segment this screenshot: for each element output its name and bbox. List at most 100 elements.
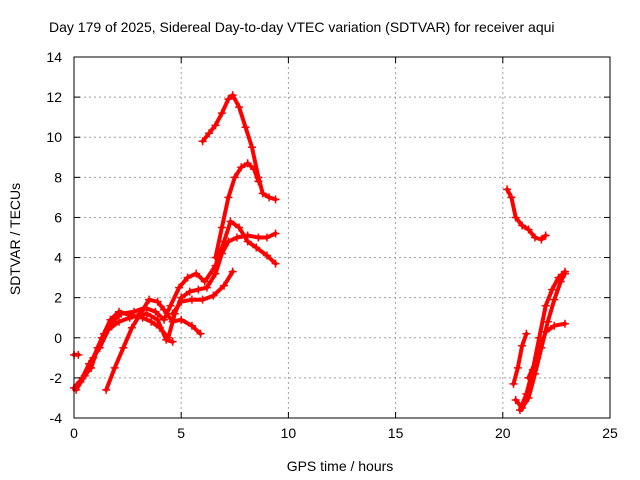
data-point [177,315,186,324]
series-trace [518,269,567,412]
data-point [127,323,136,332]
data-point [533,353,542,362]
data-point [271,229,280,238]
y-axis-label: SDTVAR / TECUs [7,183,23,295]
data-point [252,243,261,252]
data-points [70,91,569,414]
data-point [524,373,533,382]
data-point [228,91,237,100]
data-point [224,237,233,246]
data-point [217,249,226,258]
data-point [511,395,520,404]
data-point [507,193,516,202]
data-point [541,231,550,240]
data-point [168,337,177,346]
data-point [104,325,113,334]
grid-lines [74,57,610,418]
data-point [265,193,274,202]
data-point [85,359,94,368]
data-point [209,291,218,300]
data-point [119,343,128,352]
y-tick-label: -2 [50,370,63,386]
data-point [151,307,160,316]
data-point [211,269,220,278]
data-point [241,123,250,132]
data-point [110,363,119,372]
y-tick-label: 10 [46,129,62,145]
data-point [511,213,520,222]
series-track-1 [70,350,83,359]
data-point [226,217,235,226]
data-point [530,233,539,242]
data-point [230,173,239,182]
series-track-12 [515,267,569,414]
x-tick-label: 20 [495,425,511,441]
x-tick-label: 25 [602,425,618,441]
data-point [518,341,527,350]
data-point [153,297,162,306]
x-tick-label: 15 [388,425,404,441]
data-point [235,103,244,112]
data-point [187,321,196,330]
series-track-9 [503,185,550,244]
data-point [560,319,569,328]
data-point [72,385,81,394]
data-point [153,315,162,324]
plot-frame [73,56,611,419]
y-tick-label: 6 [54,209,62,225]
data-point [142,309,151,318]
data-point [168,317,177,326]
data-point [74,350,83,359]
data-point [524,225,533,234]
data-point [247,143,256,152]
data-point [560,267,569,276]
data-point [145,295,154,304]
series-track-8 [198,91,280,204]
y-tick-label: 2 [54,290,62,306]
data-point [541,327,550,336]
data-point [224,193,233,202]
y-tick-label: 4 [54,250,62,266]
data-point [198,137,207,146]
data-point [262,251,271,260]
data-point [235,223,244,232]
data-point [147,317,156,326]
data-point [254,233,263,242]
data-point [503,185,512,194]
data-point [76,377,85,386]
series-trace [72,219,278,390]
data-point [102,385,111,394]
data-point [228,267,237,276]
data-point [175,283,184,292]
y-tick-label: 14 [46,49,62,65]
series-track-6 [168,267,237,318]
data-point [509,379,518,388]
data-point [125,313,134,322]
data-point [183,273,192,282]
y-tick-label: -4 [50,410,63,426]
data-point [198,295,207,304]
x-tick-label: 5 [177,425,185,441]
data-point [522,329,531,338]
data-point [95,343,104,352]
x-tick-label: 10 [281,425,297,441]
x-axis-label: GPS time / hours [287,458,394,474]
data-point [237,163,246,172]
data-point [134,311,143,320]
data-point [168,309,177,318]
data-point [192,269,201,278]
data-point [196,329,205,338]
y-tick-label: 12 [46,89,62,105]
data-point [202,283,211,292]
data-point [554,273,563,282]
data-point [243,159,252,168]
data-point [217,223,226,232]
data-point [211,121,220,130]
series-trace [213,161,261,260]
data-point [187,295,196,304]
x-tick-label: 0 [70,425,78,441]
data-point [211,253,220,262]
data-point [232,233,241,242]
data-point [115,317,124,326]
